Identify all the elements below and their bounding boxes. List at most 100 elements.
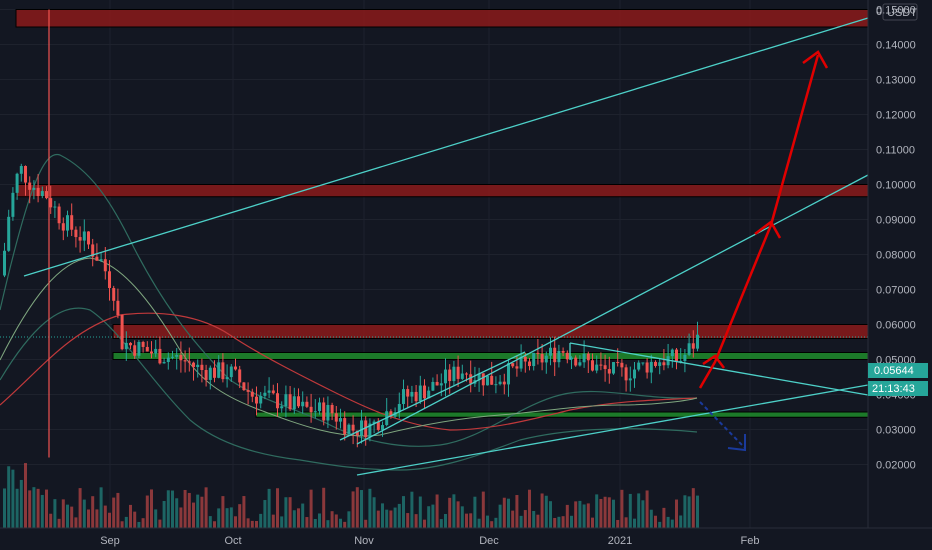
volume-bar (624, 517, 628, 528)
volume-bar (486, 515, 489, 528)
candle-body (456, 366, 460, 379)
volume-bar (45, 489, 48, 528)
candle-body (179, 354, 183, 361)
price-tick-label: 0.08000 (876, 250, 916, 262)
volume-bar (108, 512, 111, 528)
volume-bar (431, 504, 435, 528)
volume-bar (502, 497, 506, 528)
volume-bar (313, 518, 317, 528)
volume-bar (532, 510, 536, 528)
zones-layer (0, 9, 869, 418)
volume-bar (183, 489, 187, 528)
volume-bar (633, 518, 636, 528)
candle-body (78, 237, 82, 241)
volume-bar (196, 494, 200, 528)
candle-body (658, 362, 662, 366)
volume-bar (679, 515, 683, 528)
candle-body (376, 421, 380, 430)
candle-body (108, 271, 111, 289)
volume-bar (133, 511, 137, 528)
candle-body (645, 362, 649, 373)
candle-body (330, 404, 334, 414)
candle-body (595, 364, 599, 371)
time-tick-label: Feb (741, 535, 760, 547)
volume-bar (141, 518, 145, 528)
volume-bar (670, 519, 674, 528)
volume-bar (603, 496, 607, 528)
candle-body (141, 341, 145, 347)
volume-bar (91, 496, 95, 528)
candle-body (305, 401, 309, 407)
volume-bar (221, 496, 225, 528)
countdown-tag (868, 381, 928, 396)
volume-bar (158, 519, 162, 528)
volume-bar (666, 516, 670, 528)
volume-bar (599, 498, 603, 528)
volume-bar (82, 499, 86, 528)
candle-body (628, 378, 632, 381)
volume-bar (544, 495, 548, 528)
volume-bar (255, 520, 258, 528)
volume-bar (208, 516, 212, 528)
candle-body (112, 288, 116, 301)
volume-bar (229, 507, 233, 528)
volume-bar (351, 491, 355, 528)
volume-bar (225, 508, 229, 528)
candle-body (460, 373, 464, 379)
candle-body (145, 346, 149, 352)
resistance-zone-low (112, 324, 869, 339)
candle-body (24, 166, 27, 183)
candle-body (410, 391, 414, 397)
candle-body (129, 342, 132, 346)
price-tick-label: 0.07000 (876, 285, 916, 297)
volume-bar (309, 489, 313, 528)
volume-bar (3, 488, 6, 528)
volume-bar (204, 487, 208, 528)
candle-body (318, 402, 321, 412)
candle-body (397, 403, 401, 413)
candle-body (49, 198, 53, 208)
volume-bar (271, 514, 275, 528)
candle-body (402, 389, 405, 404)
volume-bar (481, 491, 485, 528)
candle-body (103, 259, 107, 272)
volume-bar (452, 494, 456, 528)
candle-body (213, 367, 216, 378)
candle-body (507, 363, 510, 385)
volume-bar (40, 494, 44, 528)
candle-body (200, 364, 204, 370)
volume-bar (490, 521, 494, 528)
price-tick-label: 0.11000 (876, 145, 915, 157)
candle-body (15, 173, 19, 193)
candle-body (561, 351, 565, 353)
volume-bar (11, 469, 15, 528)
volume-bar (427, 506, 431, 528)
volume-bar (318, 513, 321, 528)
candle-body (444, 369, 447, 384)
upper-channel-line (23, 17, 869, 277)
candle-body (292, 396, 296, 410)
volume-bar (112, 497, 116, 528)
candle-body (28, 182, 32, 190)
candle-body (427, 390, 431, 399)
volume-bar (540, 493, 544, 528)
currency-label: USDT (887, 7, 917, 19)
volume-bar (280, 516, 284, 528)
volume-bar (339, 518, 342, 528)
volume-bar (586, 503, 590, 528)
volume-bar (553, 517, 557, 528)
descending-resistance-line (569, 342, 869, 396)
volume-bar (49, 513, 53, 528)
candle-body (603, 365, 607, 370)
currency-badge[interactable] (882, 3, 918, 21)
candle-body (536, 352, 540, 354)
candle-body (654, 361, 657, 366)
volume-bar (612, 499, 615, 528)
volume-bar (582, 504, 586, 528)
volume-bar (448, 497, 452, 528)
price-axis-panel[interactable] (868, 0, 932, 550)
candle-body (679, 360, 683, 362)
candle-body (481, 373, 485, 386)
candle-body (19, 166, 23, 174)
